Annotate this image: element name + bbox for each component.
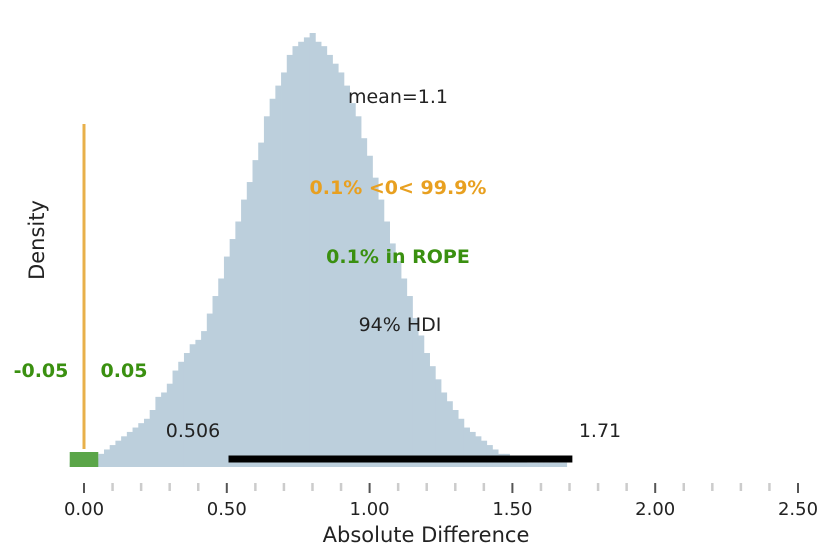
x-tick-label: 2.00 bbox=[635, 499, 675, 520]
histogram-bar bbox=[321, 46, 328, 467]
histogram-bar bbox=[263, 116, 271, 467]
reference-pct-label: 0.1% <0< 99.9% bbox=[310, 177, 487, 199]
histogram-bar bbox=[166, 383, 173, 467]
rope-region bbox=[69, 452, 99, 467]
histogram-bar bbox=[555, 462, 562, 467]
histogram-bar bbox=[109, 445, 116, 467]
histogram-bar bbox=[161, 392, 168, 467]
histogram-bar bbox=[526, 462, 533, 467]
hdi-low-label: 0.506 bbox=[166, 420, 220, 442]
x-tick-label: 1.50 bbox=[492, 499, 532, 520]
histogram-bar bbox=[303, 37, 311, 467]
histogram-bar bbox=[258, 142, 265, 468]
histogram-bar bbox=[132, 427, 139, 467]
histogram-bar bbox=[149, 410, 156, 467]
histogram-bar bbox=[383, 221, 390, 467]
x-axis-ticks: 0.00 0.50 1.00 1.50 2.00 2.50 bbox=[64, 483, 818, 520]
histogram-bars bbox=[69, 33, 568, 468]
histogram-bar bbox=[338, 72, 345, 468]
histogram-bar bbox=[480, 440, 488, 467]
mean-label: mean=1.1 bbox=[348, 86, 448, 108]
histogram-bar bbox=[281, 72, 288, 468]
histogram-bar bbox=[269, 98, 276, 468]
histogram-bar bbox=[343, 85, 351, 467]
histogram-bar bbox=[355, 116, 362, 467]
hdi-label: 94% HDI bbox=[359, 314, 442, 336]
histogram-bar bbox=[252, 160, 259, 467]
rope-low-label: -0.05 bbox=[14, 360, 69, 382]
histogram-bar bbox=[401, 278, 408, 467]
histogram-bar bbox=[429, 366, 436, 467]
histogram-bar bbox=[315, 41, 322, 468]
histogram-bar bbox=[246, 182, 253, 467]
histogram-bar bbox=[412, 317, 419, 467]
histogram-bar bbox=[201, 331, 208, 467]
histogram-bar bbox=[378, 199, 385, 467]
histogram-bar bbox=[292, 46, 299, 467]
histogram-bar bbox=[126, 431, 133, 467]
histogram-bar bbox=[206, 313, 213, 467]
histogram-bar bbox=[366, 155, 373, 467]
histogram-bar bbox=[241, 199, 248, 467]
histogram-bar bbox=[389, 243, 396, 467]
histogram-bar bbox=[309, 33, 316, 467]
histogram-bar bbox=[463, 427, 470, 467]
x-tick-label: 0.50 bbox=[207, 499, 247, 520]
histogram-bar bbox=[115, 440, 122, 467]
histogram-bar bbox=[520, 458, 528, 467]
rope-high-label: 0.05 bbox=[101, 360, 148, 382]
histogram-bar bbox=[172, 370, 179, 467]
histogram-bar bbox=[560, 462, 568, 467]
histogram-bar bbox=[235, 221, 242, 467]
histogram-bar bbox=[223, 256, 231, 467]
histogram-bar bbox=[183, 353, 191, 467]
histogram-bar bbox=[138, 423, 145, 467]
histogram-bar bbox=[418, 335, 425, 467]
histogram-bar bbox=[275, 85, 282, 467]
histogram-bar bbox=[543, 462, 550, 467]
histogram-bar bbox=[435, 379, 442, 467]
histogram-bar bbox=[372, 177, 379, 467]
histogram-bar bbox=[326, 54, 333, 468]
histogram-bar bbox=[361, 138, 368, 467]
histogram-bar bbox=[189, 344, 196, 467]
histogram-bar bbox=[395, 260, 402, 467]
x-tick-label: 2.50 bbox=[778, 499, 818, 520]
histogram-bar bbox=[218, 278, 225, 467]
histogram-bar bbox=[423, 353, 430, 467]
histogram-bar bbox=[446, 401, 453, 467]
hdi-high-label: 1.71 bbox=[579, 420, 621, 442]
histogram-bar bbox=[298, 41, 305, 468]
x-axis-label: Absolute Difference bbox=[323, 523, 530, 547]
histogram-bar bbox=[509, 458, 516, 467]
histogram-bar bbox=[103, 449, 111, 467]
histogram-bar bbox=[515, 458, 522, 467]
histogram-bar bbox=[475, 436, 482, 467]
x-tick-label: 0.00 bbox=[64, 499, 104, 520]
histogram-bar bbox=[212, 296, 219, 467]
histogram-bar bbox=[406, 296, 413, 467]
histogram-bar bbox=[441, 392, 448, 467]
histogram-bar bbox=[538, 462, 545, 467]
histogram-bar bbox=[195, 339, 202, 467]
y-axis-label: Density bbox=[25, 200, 49, 280]
histogram-bar bbox=[155, 396, 162, 467]
histogram-bar bbox=[178, 361, 185, 467]
histogram-bar bbox=[332, 63, 339, 468]
histogram-bar bbox=[549, 462, 556, 467]
histogram-bar bbox=[286, 54, 293, 468]
histogram-bar bbox=[458, 418, 465, 467]
histogram-bar bbox=[469, 431, 476, 467]
histogram-bar bbox=[98, 453, 105, 467]
rope-pct-label: 0.1% in ROPE bbox=[326, 246, 470, 268]
histogram-bar bbox=[143, 418, 151, 467]
histogram-bar bbox=[452, 410, 459, 467]
histogram-bar bbox=[349, 103, 356, 467]
x-tick-label: 1.00 bbox=[350, 499, 390, 520]
histogram-bar bbox=[532, 462, 539, 467]
histogram-bar bbox=[121, 436, 128, 467]
histogram-bar bbox=[229, 239, 236, 467]
